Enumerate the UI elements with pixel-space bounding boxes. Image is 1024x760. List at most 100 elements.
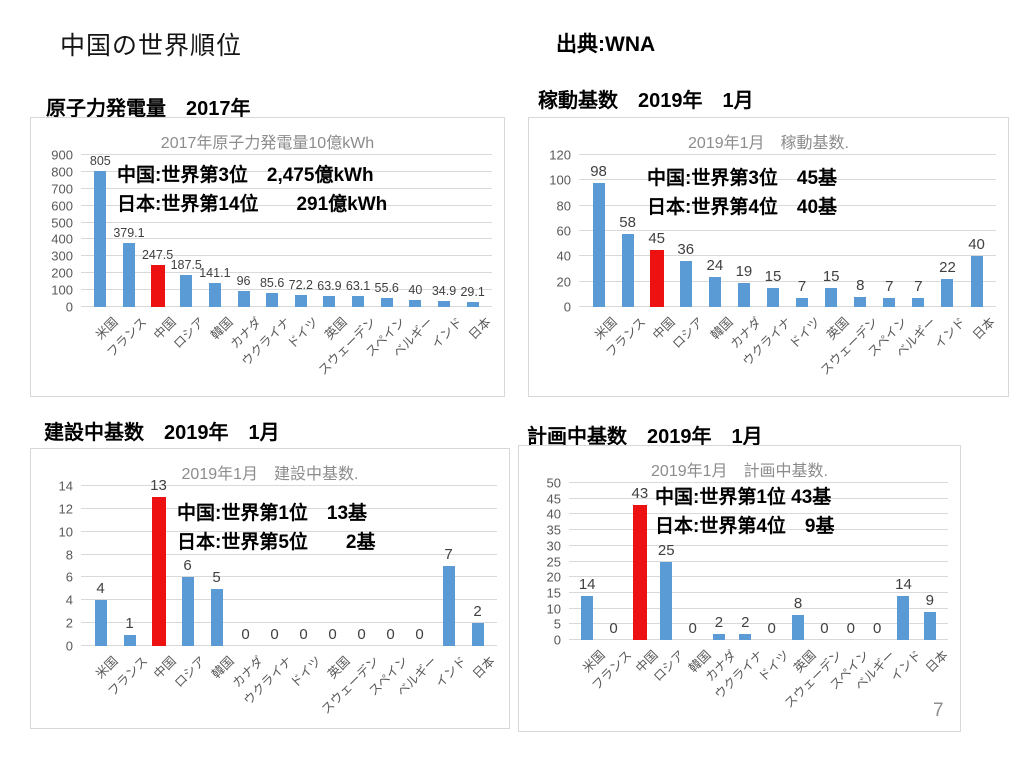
gridline [579, 204, 996, 206]
gridline [81, 289, 492, 291]
bar-slot: 2 [706, 483, 732, 640]
bar-インド [442, 566, 455, 646]
bar-slot: 85.6 [258, 155, 287, 307]
bar-value-label: 22 [939, 259, 956, 277]
x-category-label: 日本 [465, 314, 494, 343]
bar-value-label: 2 [473, 603, 482, 621]
bar-米国 [94, 600, 107, 646]
bar-slot: 0 [231, 486, 260, 646]
gridline [81, 170, 492, 172]
bar-value-label: 85.6 [259, 275, 285, 290]
bar-ウクライナ [739, 633, 752, 640]
y-tick-label: 120 [549, 147, 571, 163]
x-category-label: 日本 [922, 647, 951, 676]
bar-slot: 4 [86, 486, 115, 646]
gridline [569, 639, 948, 640]
bar-slot: 55.6 [372, 155, 401, 307]
x-label-cell: 韓国 [679, 640, 714, 726]
bar-slot: 58 [613, 155, 642, 307]
y-tick-label: 0 [553, 632, 561, 648]
x-label-cell: ロシア [171, 307, 207, 393]
bar-日本 [471, 623, 484, 646]
bar-value-label: 0 [767, 620, 776, 637]
bar-ロシア [180, 275, 193, 307]
gridline [579, 280, 996, 282]
x-axis-labels: 米国 フランス 中国 ロシア 韓国 カナダ ウクライナ ドイツ 英国 スウェーデン スペイン ベルギー… [81, 307, 494, 393]
y-tick-label: 20 [556, 274, 571, 290]
bar-slot: 0 [864, 483, 890, 640]
gridline [81, 154, 492, 155]
x-axis-labels: 米国 フランス 中国 ロシア 韓国 カナダ ウクライナ ドイツ 英国 スウェーデン スペイン ベルギー… [81, 646, 499, 732]
bar-value-label: 14 [895, 576, 912, 594]
bar-slot: 5 [202, 486, 231, 646]
plot-area: 4 1 13 6 5 0 0 0 0 0 0 0 7 2 [81, 477, 497, 646]
y-tick-label: 800 [51, 164, 73, 180]
bar-value-label: 4 [96, 580, 105, 598]
bar-value-label: 5 [212, 568, 221, 586]
bar-米国 [592, 182, 605, 307]
chart-title-operating: 2019年1月 稼動基数. [688, 135, 849, 152]
bar-slot: 0 [260, 486, 289, 646]
y-tick-label: 50 [546, 475, 561, 491]
bar-value-label: 58 [619, 213, 636, 231]
x-category-label: 日本 [470, 653, 499, 682]
bar-ロシア [181, 577, 194, 646]
plot-area: 14 0 43 25 0 2 2 0 8 0 0 0 14 9 [569, 482, 948, 640]
bar-slot: 8 [785, 483, 811, 640]
x-category-label: 日本 [969, 314, 998, 343]
bar-slot: 247.5 [141, 155, 174, 307]
bar-中国 [632, 504, 647, 640]
bar-value-label: 141.1 [199, 266, 231, 281]
bar-slot: 40 [401, 155, 430, 307]
bar-slot: 2 [463, 486, 492, 646]
x-label-cell: 中国 [627, 640, 661, 726]
gridline [569, 513, 948, 515]
bar-カナダ [737, 282, 750, 307]
x-label-cell: ベルギー [894, 307, 939, 393]
bar-米国 [581, 596, 594, 640]
y-tick-label: 0 [563, 299, 571, 315]
y-tick-label: 15 [546, 585, 561, 601]
gridline [81, 645, 497, 646]
bar-日本 [466, 302, 479, 307]
bar-value-label: 0 [270, 626, 279, 643]
gridline [81, 204, 492, 206]
y-tick-label: 5 [553, 616, 561, 632]
bar-slot: 0 [679, 483, 705, 640]
bars-row: 805 379.1 247.5 187.5 141.1 96 85.6 72.2 63.9 63.… [81, 154, 492, 307]
y-tick-label: 35 [546, 522, 561, 538]
bar-slot: 379.1 [113, 155, 145, 307]
y-tick-label: 100 [549, 172, 571, 188]
bar-value-label: 43 [631, 484, 649, 502]
bar-ドイツ [796, 298, 809, 307]
x-label-cell: インド [932, 307, 968, 393]
bar-ロシア [679, 261, 692, 307]
bar-slot: 0 [838, 483, 864, 640]
y-tick-label: 900 [51, 147, 73, 163]
bar-value-label: 2 [741, 613, 750, 631]
bar-slot: 6 [173, 486, 202, 646]
bar-slot: 22 [933, 155, 962, 307]
bar-英国 [323, 296, 336, 307]
bar-slot: 0 [405, 486, 434, 646]
annotation-line-china: 中国:世界第3位 2,475億kWh [117, 165, 374, 186]
x-label-cell: フランス [589, 640, 634, 726]
x-label-cell: 中国 [642, 307, 678, 393]
bar-slot: 0 [318, 486, 347, 646]
bar-value-label: 0 [328, 626, 337, 643]
y-tick-label: 100 [51, 282, 73, 298]
plot-area: 805 379.1 247.5 187.5 141.1 96 85.6 72.2 63.9 63.… [81, 154, 492, 307]
bar-slot: 0 [289, 486, 318, 646]
x-label-cell: ロシア [172, 646, 208, 732]
ranking-annotation: 中国:世界第3位 2,475億kWh 日本:世界第14位 291億kWh [117, 162, 387, 219]
gridline [81, 530, 497, 532]
y-tick-label: 30 [546, 538, 561, 554]
y-axis: 0 5 10 15 20 25 30 35 40 45 50 [521, 476, 569, 648]
bar-スウェーデン [352, 296, 365, 307]
bar-value-label: 247.5 [141, 248, 174, 263]
x-label-cell: 日本 [962, 307, 998, 393]
bar-value-label: 0 [820, 620, 829, 637]
bar-スペイン [883, 298, 896, 307]
chart-grid: 0 20 40 60 80 100 120 98 58 45 36 24 19 15 7 15 8 7 7 22 40… [531, 148, 998, 393]
